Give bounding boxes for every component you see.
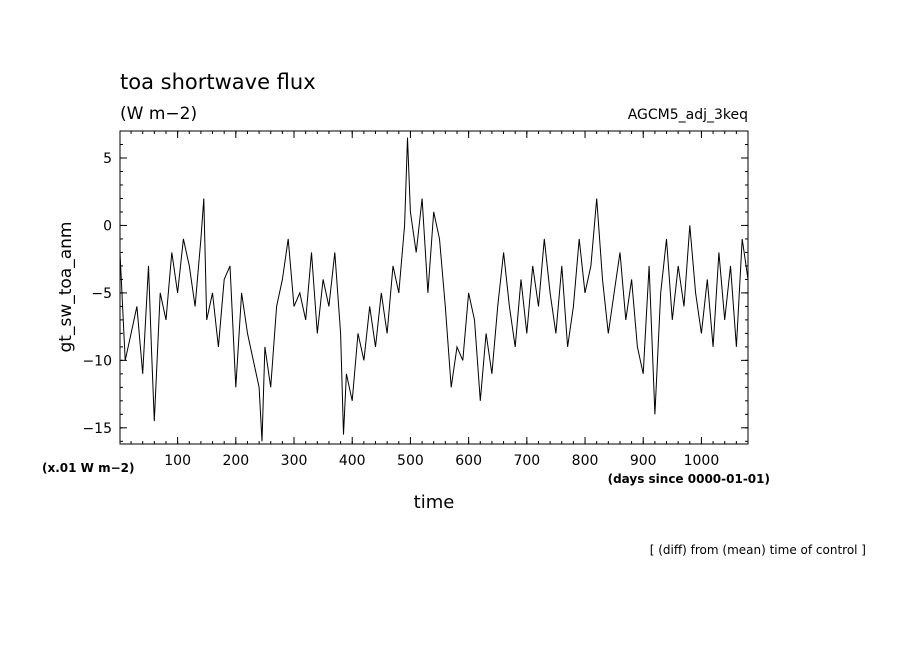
y-scale-note: (x.01 W m−2) (42, 461, 134, 475)
x-axis-label: time (414, 492, 455, 513)
x-tick-label: 700 (513, 453, 540, 469)
y-axis-ticks-right (741, 130, 748, 442)
model-label: AGCM5_adj_3keq (628, 107, 748, 123)
series-line (119, 137, 749, 442)
x-tick-label: 100 (164, 453, 191, 469)
y-tick-label: −10 (82, 353, 112, 369)
x-axis-tick-labels: 100 200 300 400 500 600 700 800 900 1000 (164, 453, 719, 469)
chart-title: toa shortwave flux (120, 70, 316, 94)
y-axis-ticks-left (120, 130, 127, 442)
y-tick-label: 0 (103, 218, 112, 234)
y-tick-label: −5 (91, 286, 112, 302)
x-tick-label: 400 (339, 453, 366, 469)
y-axis-tick-labels: 5 0 −5 −10 −15 (82, 151, 112, 437)
footnote: [ (diff) from (mean) time of control ] (650, 543, 866, 557)
x-units-note: (days since 0000-01-01) (608, 472, 770, 486)
chart-units: (W m−2) (120, 104, 197, 124)
y-tick-label: 5 (103, 151, 112, 167)
x-tick-label: 800 (572, 453, 599, 469)
x-tick-label: 900 (630, 453, 657, 469)
y-tick-label: −15 (82, 421, 112, 437)
x-tick-label: 300 (281, 453, 308, 469)
x-axis-ticks-top (130, 131, 749, 138)
x-tick-label: 500 (397, 453, 424, 469)
x-tick-label: 200 (222, 453, 249, 469)
x-tick-label: 600 (455, 453, 482, 469)
y-axis-label: gt_sw_toa_anm (56, 222, 76, 353)
x-tick-label: 1000 (684, 453, 720, 469)
x-axis-ticks-bottom (130, 437, 749, 444)
